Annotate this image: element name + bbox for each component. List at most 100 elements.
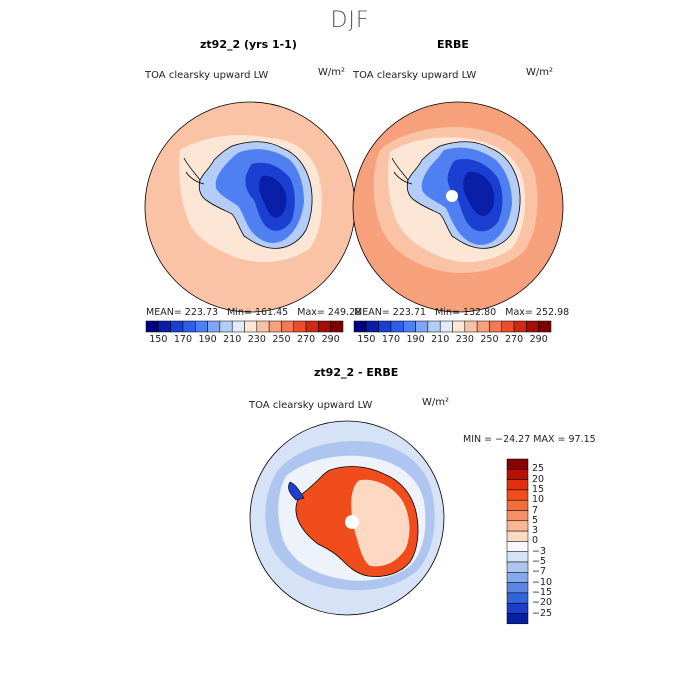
panel-1-colorbar	[145, 320, 344, 333]
panel-1-colorbar-tick-label: 270	[296, 334, 316, 345]
panel-1-colorbar-tick-label: 170	[173, 334, 192, 345]
difference-colorbar-tick-label: 20	[532, 473, 545, 485]
panel-2-colorbar-swatch	[390, 320, 404, 333]
panel-1-variable: TOA clearsky upward LW	[145, 70, 269, 81]
panel-1-colorbar-swatch	[293, 320, 307, 333]
difference-colorbar-swatch	[506, 592, 529, 604]
panel-2-colorbar-tick-label: 230	[455, 334, 474, 345]
panel-1-colorbar-swatch	[256, 320, 270, 333]
panel-1-mean-label: MEAN=	[146, 307, 182, 318]
panel-1-colorbar-swatch	[145, 320, 159, 333]
panel-1-colorbar-swatch	[207, 320, 221, 333]
panel-2-colorbar-tick-label: 270	[504, 334, 524, 345]
panel-2-max-value: 252.98	[535, 307, 570, 318]
panel-2-colorbar-tick-label: 170	[381, 334, 400, 345]
difference-colorbar-tick-label: −20	[532, 597, 553, 609]
difference-colorbar-tick-label: −3	[532, 545, 547, 557]
difference-colorbar-swatch	[506, 458, 529, 470]
figure-title: DJF	[330, 8, 370, 33]
difference-colorbar-tick-label: 25	[532, 463, 545, 475]
panel-2-colorbar-swatch	[353, 320, 367, 333]
difference-colorbar-swatch	[506, 572, 529, 583]
panel-2-colorbar-swatch	[513, 320, 527, 333]
difference-colorbar-swatch	[506, 469, 529, 480]
panel-3-variable: TOA clearsky upward LW	[249, 400, 373, 411]
panel-1-colorbar-swatch	[158, 320, 171, 333]
panel-1-max-label: Max=	[297, 307, 325, 318]
panel-1-colorbar-tick-label: 210	[223, 334, 242, 345]
panel-2-max-label: Max=	[505, 307, 533, 318]
panel-3-land-pale	[351, 479, 410, 567]
difference-colorbar-tick-label: 0	[532, 535, 539, 547]
panel-1-colorbar-swatch	[231, 320, 245, 333]
difference-colorbar-tick-label: −7	[532, 566, 547, 578]
panel-3-units: W/m²	[422, 397, 450, 408]
panel-1-title: zt92_2 (yrs 1-1)	[200, 38, 297, 51]
difference-colorbar-tick-label: 7	[532, 504, 539, 516]
panel-1-colorbar-swatch	[244, 320, 258, 333]
difference-colorbar-tick-label: −10	[532, 576, 553, 588]
panel-2-min-value: 132.80	[462, 307, 497, 318]
difference-colorbar-swatch	[506, 479, 529, 491]
panel-2-colorbar-tick-label: 190	[406, 334, 425, 345]
difference-colorbar-swatch	[506, 561, 529, 573]
difference-colorbar-swatch	[506, 520, 529, 532]
panel-2-colorbar-swatch	[378, 320, 392, 333]
difference-colorbar-tick-label: −5	[532, 556, 547, 567]
panel-1-units: W/m²	[318, 67, 346, 78]
panel-1-colorbar-swatch	[170, 320, 184, 333]
panel-1-colorbar-swatch	[318, 320, 331, 333]
panel-2-stats: MEAN= 223.71 Min= 132.80 Max= 252.98	[354, 307, 569, 318]
panel-1-colorbar-swatch	[268, 320, 282, 333]
panel-1-colorbar-swatch	[281, 320, 294, 333]
panel-1-colorbar-tick-label: 150	[149, 334, 168, 345]
panel-2-colorbar-swatch	[452, 320, 466, 333]
panel-2-ice-deepest	[463, 171, 495, 216]
panel-2-pole-hole	[446, 190, 458, 202]
panel-3-map	[250, 421, 444, 615]
panel-2-colorbar-swatch	[538, 320, 552, 333]
panel-1-colorbar-tick-label: 290	[321, 334, 340, 345]
panel-2-colorbar-swatch	[366, 320, 379, 333]
panel-2-min-label: Min=	[435, 307, 460, 318]
panel-2-colorbar-swatch	[476, 320, 490, 333]
panel-2-map	[353, 102, 563, 312]
panel-2-colorbar-swatch	[464, 320, 478, 333]
panel-1-map	[145, 102, 355, 312]
panel-1-ice-deepest	[259, 175, 287, 218]
panel-1-colorbar-tick-label: 230	[247, 334, 266, 345]
difference-colorbar-swatch	[506, 602, 529, 614]
panel-2-colorbar-swatch	[439, 320, 453, 333]
difference-colorbar-swatch	[506, 551, 529, 563]
difference-colorbar-tick-label: 5	[532, 514, 539, 526]
difference-colorbar-swatch	[506, 510, 529, 522]
panel-1-colorbar-swatch	[330, 320, 344, 333]
panel-1-colorbar-tick-label: 250	[272, 334, 291, 345]
panel-3-peninsula	[288, 481, 305, 501]
panel-3-stats: MIN = −24.27 MAX = 97.15	[463, 434, 596, 445]
panel-2-units: W/m²	[526, 67, 554, 78]
difference-colorbar-tick-label: −25	[532, 607, 553, 619]
difference-colorbar-tick-label: 10	[532, 494, 545, 506]
panel-2-colorbar-swatch	[489, 320, 502, 333]
panel-2-colorbar-tick-label: 150	[357, 334, 376, 345]
panel-3-title: zt92_2 - ERBE	[314, 366, 399, 379]
panel-2-peninsula	[391, 157, 413, 185]
panel-1-colorbar-swatch	[305, 320, 319, 333]
difference-colorbar-swatch	[506, 582, 529, 594]
panel-2-mean-label: MEAN=	[354, 307, 390, 318]
panel-2-colorbar	[353, 320, 552, 333]
difference-colorbar	[506, 458, 529, 625]
panel-1-peninsula	[183, 157, 205, 185]
difference-colorbar-tick-label: −15	[532, 586, 553, 598]
difference-colorbar-swatch	[506, 499, 529, 511]
difference-colorbar-swatch	[506, 530, 529, 542]
difference-colorbar-swatch	[506, 613, 529, 625]
panel-2-colorbar-swatch	[415, 320, 429, 333]
difference-colorbar-tick-label: 3	[532, 525, 539, 537]
panel-1-mean-value: 223.73	[184, 307, 219, 318]
panel-1-colorbar-tick-label: 190	[198, 334, 217, 345]
panel-1-max-value: 249.28	[327, 307, 362, 318]
